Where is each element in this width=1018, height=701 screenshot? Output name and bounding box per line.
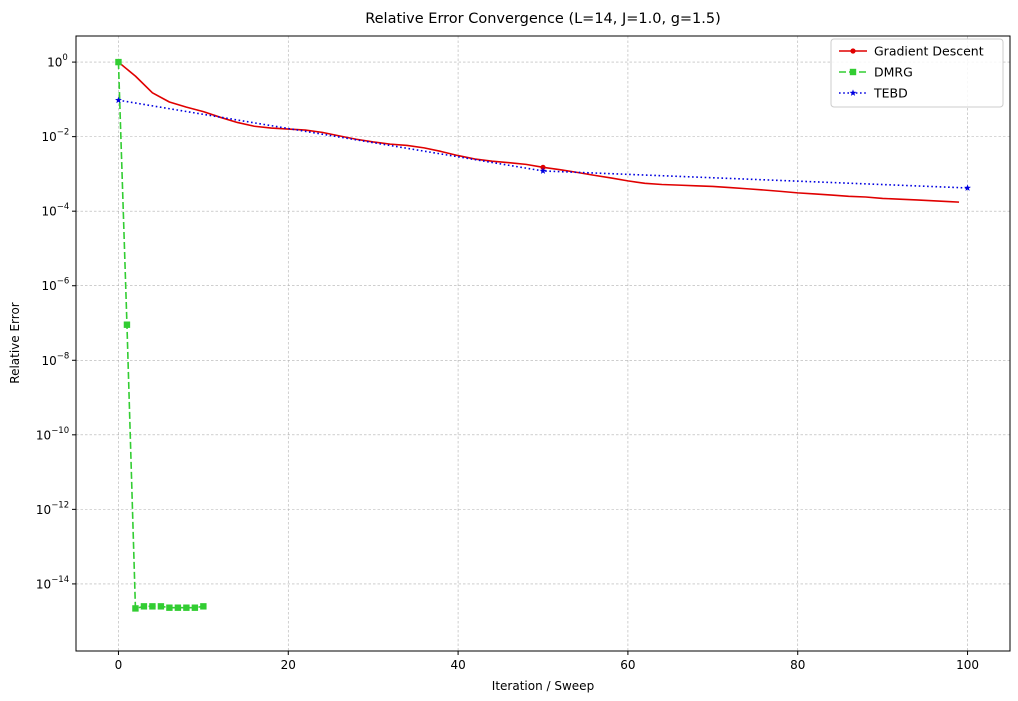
legend-marker — [849, 68, 857, 76]
legend-marker — [849, 89, 857, 96]
y-tick-label-exponent: −14 — [51, 575, 69, 585]
x-tick-label: 100 — [956, 658, 979, 672]
data-point — [539, 167, 547, 174]
y-tick-label: 10 — [36, 503, 51, 517]
data-point — [183, 604, 190, 611]
y-tick-label: 10 — [42, 130, 57, 144]
data-point — [149, 603, 156, 610]
plot-frame — [75, 35, 1011, 652]
legend-label: DMRG — [874, 65, 913, 80]
legend-label: Gradient Descent — [874, 44, 984, 59]
data-point — [191, 604, 199, 611]
data-point — [166, 604, 173, 611]
legend-label: TEBD — [873, 86, 908, 101]
y-tick-label: 10 — [42, 279, 57, 293]
legend-item: TEBD — [839, 86, 908, 101]
data-point — [174, 604, 182, 611]
y-axis-title: Relative Error — [8, 302, 22, 384]
y-tick-label-exponent: −10 — [51, 426, 69, 436]
x-axis: 0 20 40 60 80 100 — [115, 651, 979, 672]
x-tick-label: 0 — [115, 658, 123, 672]
data-point — [115, 58, 122, 66]
x-tick-label: 60 — [620, 658, 635, 672]
y-tick-label-exponent: −8 — [57, 351, 70, 361]
legend-marker — [850, 48, 856, 54]
x-tick-label: 20 — [281, 658, 296, 672]
series-line — [118, 99, 968, 189]
y-tick-label: 10 — [42, 354, 57, 368]
x-tick-label: 80 — [790, 658, 805, 672]
y-tick-label-exponent: −6 — [57, 277, 70, 287]
y-tick-label: 10 — [36, 428, 51, 442]
series-gradient-descent — [117, 61, 960, 203]
data-point — [157, 603, 165, 610]
data-point — [123, 321, 131, 328]
y-tick-label: 10 — [42, 205, 57, 219]
series-tebd — [115, 96, 971, 191]
legend: Gradient Descent DMRG TEBD — [830, 38, 1004, 108]
data-point — [132, 605, 139, 612]
legend-item: Gradient Descent — [839, 44, 984, 59]
series-layer — [115, 58, 971, 612]
data-point — [964, 184, 971, 191]
data-point — [140, 603, 148, 610]
data-point — [200, 603, 207, 610]
y-tick-label: 10 — [47, 56, 62, 70]
y-tick-label-exponent: 0 — [62, 53, 67, 63]
x-axis-title: Iteration / Sweep — [492, 679, 594, 693]
chart-title: Relative Error Convergence (L=14, J=1.0,… — [365, 11, 721, 27]
y-tick-label-exponent: −2 — [57, 128, 70, 138]
legend-box — [830, 38, 1004, 108]
grid — [76, 36, 1010, 651]
y-tick-label-exponent: −4 — [57, 202, 70, 212]
x-tick-label: 40 — [450, 658, 465, 672]
data-point — [115, 96, 122, 104]
y-tick-label-exponent: −12 — [51, 500, 69, 510]
series-dmrg — [115, 58, 207, 612]
legend-item: DMRG — [839, 65, 913, 80]
y-tick-label: 10 — [36, 577, 51, 591]
data-point — [540, 164, 546, 170]
